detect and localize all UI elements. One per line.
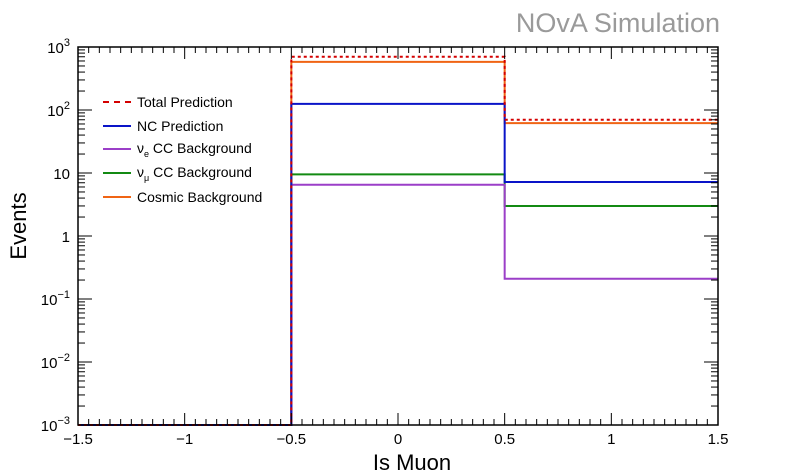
y-tick-label: 102 [47, 100, 70, 120]
legend-label-total: Total Prediction [137, 94, 233, 110]
y-tick-label: 10−1 [41, 289, 70, 309]
ticks-layer [77, 46, 719, 426]
y-axis-label: Events [6, 192, 31, 259]
legend-item-total: Total Prediction [103, 91, 233, 113]
x-tick-label: 1.5 [708, 431, 729, 448]
y-tick-label: 10−2 [41, 352, 70, 372]
x-tick-label: −0.5 [277, 431, 307, 448]
nova-simulation-watermark: NOvA Simulation [515, 8, 720, 38]
legend-item-nue: νe CC Background [103, 138, 252, 160]
legend-swatch-cosmic [103, 195, 131, 198]
series-numu-line [78, 173, 718, 426]
x-tick-label: −1.5 [63, 431, 93, 448]
legend-swatch-nc [103, 124, 131, 127]
x-tick-label: 1 [607, 431, 615, 448]
x-tick-label: 0.5 [494, 431, 515, 448]
legend-swatch-total [103, 101, 131, 103]
y-tick-label: 10−3 [41, 415, 70, 435]
legend-swatch-numu [103, 172, 131, 175]
x-tick-label: 0 [394, 431, 402, 448]
legend-item-numu: νμ CC Background [103, 162, 252, 184]
y-tick-label: 10 [53, 166, 70, 183]
legend-swatch-nue [103, 148, 131, 151]
x-axis-label: Is Muon [373, 450, 451, 474]
legend-label-cosmic: Cosmic Background [137, 188, 263, 205]
y-tick-label: 103 [47, 37, 70, 57]
legend-item-cosmic: Cosmic Background [103, 186, 262, 208]
y-tick-label: 1 [62, 229, 70, 246]
legend-label-numu: νμ CC Background [137, 163, 252, 183]
series-nue-line [78, 183, 718, 426]
legend-label-nc: NC Prediction [137, 117, 224, 134]
x-tick-label: −1 [176, 431, 193, 448]
legend-item-nc: NC Prediction [103, 115, 223, 137]
legend-label-nue: νe CC Background [137, 139, 252, 159]
